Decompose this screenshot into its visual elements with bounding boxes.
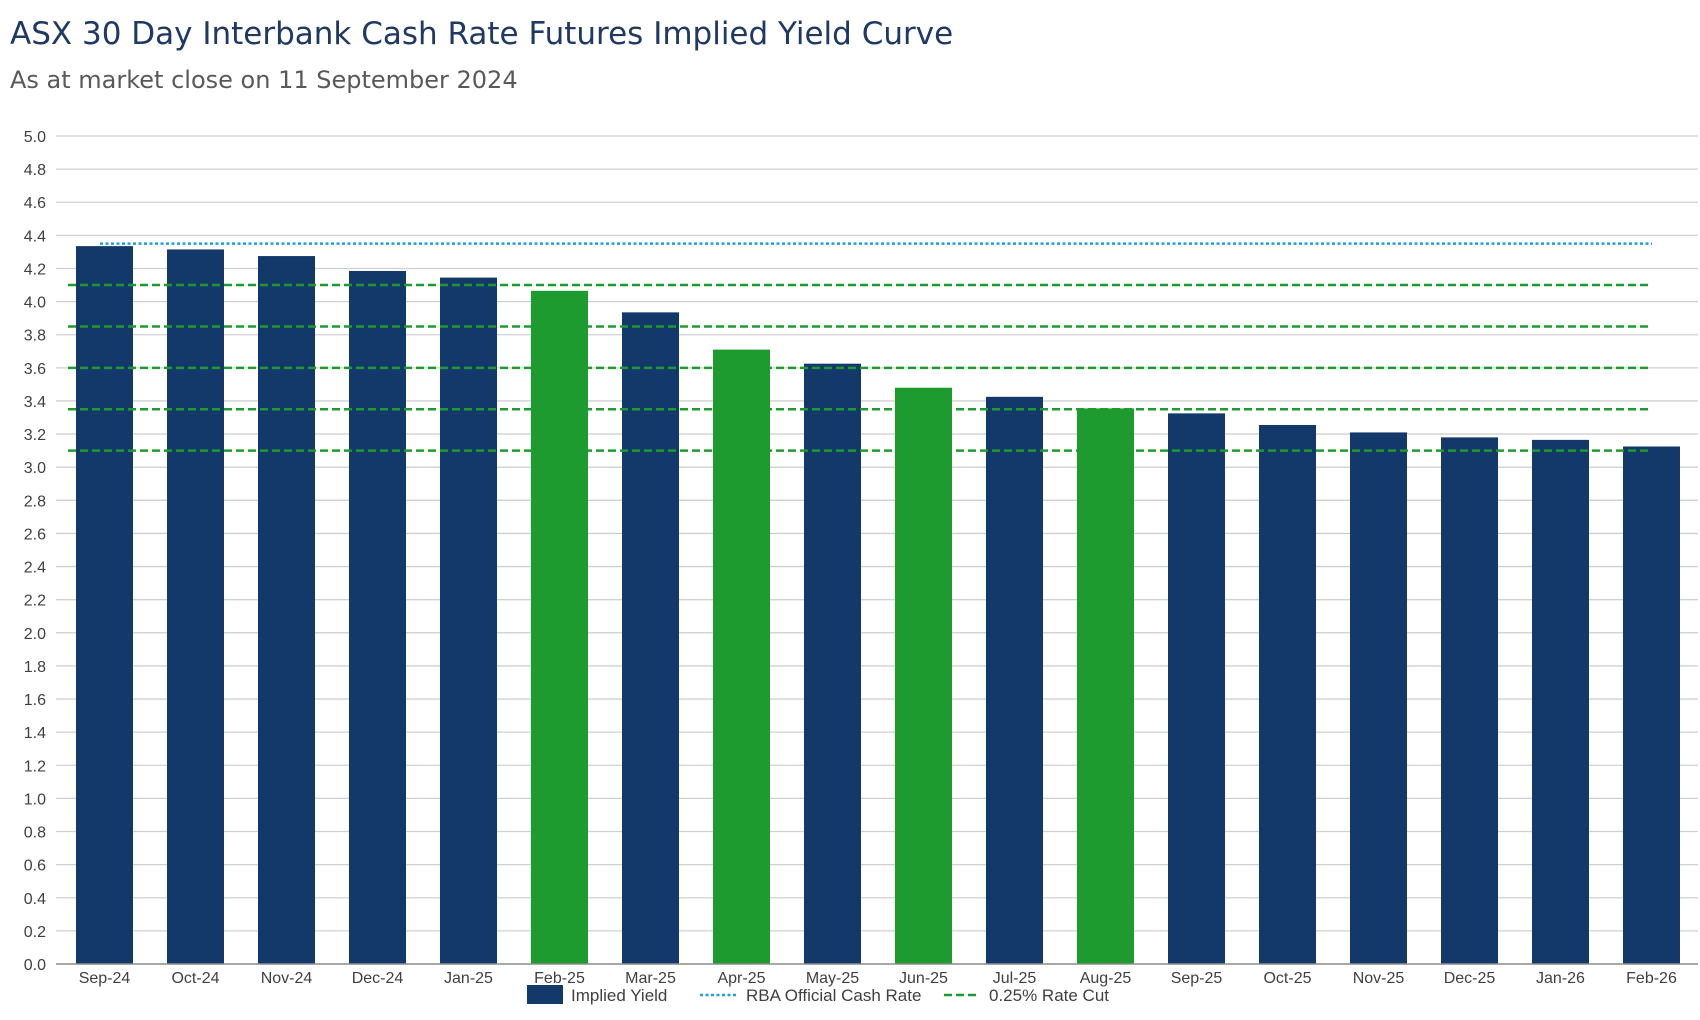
y-tick-label: 0.0 (24, 957, 46, 974)
y-tick-label: 4.4 (24, 228, 46, 245)
y-tick-label: 3.2 (24, 427, 46, 444)
x-tick-label: Sep-25 (1171, 970, 1223, 987)
x-tick-label: Oct-24 (171, 970, 219, 987)
bar-oct-24 (167, 249, 224, 964)
y-tick-label: 0.8 (24, 825, 46, 842)
x-tick-label: Apr-25 (717, 970, 765, 987)
bar-jan-25 (440, 277, 497, 964)
bar-oct-25 (1259, 424, 1316, 964)
bar-jul-25 (986, 396, 1043, 964)
y-tick-label: 2.2 (24, 593, 46, 610)
x-tick-label: Jan-25 (444, 970, 493, 987)
y-tick-label: 3.8 (24, 328, 46, 345)
legend-label-rate-cut: 0.25% Rate Cut (989, 986, 1109, 1005)
x-tick-label: Dec-25 (1444, 970, 1496, 987)
bar-dec-25 (1441, 437, 1498, 965)
y-tick-label: 4.2 (24, 261, 46, 278)
y-tick-label: 2.6 (24, 526, 46, 543)
chart-title: ASX 30 Day Interbank Cash Rate Futures I… (10, 16, 954, 52)
x-axis-ticks: Sep-24 Oct-24 Nov-24 Dec-24 Jan-25 Feb-25 Mar-… (79, 970, 1677, 987)
legend-label-rba-cash-rate: RBA Official Cash Rate (746, 986, 921, 1005)
bar-dec-24 (349, 270, 406, 964)
x-tick-label: Nov-25 (1353, 970, 1405, 987)
bar-may-25 (804, 363, 861, 964)
y-tick-label: 1.4 (24, 725, 46, 742)
legend-label-implied-yield: Implied Yield (571, 986, 667, 1005)
x-tick-label: Feb-25 (534, 970, 585, 987)
y-tick-label: 1.2 (24, 758, 46, 775)
bar-apr-25 (713, 349, 770, 964)
x-tick-label: May-25 (806, 970, 859, 987)
bar-jun-25 (895, 387, 952, 964)
bar-nov-25 (1350, 432, 1407, 964)
x-tick-label: Feb-26 (1626, 970, 1677, 987)
x-tick-label: Jul-25 (993, 970, 1037, 987)
x-tick-label: Aug-25 (1080, 970, 1132, 987)
x-tick-label: Jun-25 (899, 970, 948, 987)
y-tick-label: 3.4 (24, 394, 46, 411)
y-axis-ticks: 0.0 0.2 0.4 0.6 0.8 1.0 1.2 1.4 1.6 1.8 2.0 2.2 2.4 2… (24, 129, 46, 974)
legend-swatch-implied-yield (527, 985, 563, 1004)
bar-sep-24 (76, 246, 133, 964)
y-tick-label: 4.6 (24, 195, 46, 212)
y-tick-label: 1.0 (24, 791, 46, 808)
y-tick-label: 1.8 (24, 659, 46, 676)
bar-feb-25 (531, 290, 588, 964)
x-tick-label: Nov-24 (261, 970, 313, 987)
y-tick-label: 4.0 (24, 295, 46, 312)
y-tick-label: 4.8 (24, 162, 46, 179)
y-tick-label: 3.0 (24, 460, 46, 477)
bar-jan-26 (1532, 439, 1589, 965)
y-tick-label: 0.6 (24, 858, 46, 875)
x-tick-label: Oct-25 (1263, 970, 1311, 987)
bar-aug-25 (1077, 408, 1134, 964)
x-tick-label: Sep-24 (79, 970, 131, 987)
y-tick-label: 5.0 (24, 129, 46, 146)
y-tick-label: 3.6 (24, 361, 46, 378)
y-tick-label: 2.8 (24, 493, 46, 510)
chart-subtitle: As at market close on 11 September 2024 (10, 66, 518, 94)
bar-mar-25 (622, 312, 679, 964)
gridlines (56, 135, 1698, 932)
bars (76, 246, 1680, 965)
legend: Implied Yield RBA Official Cash Rate 0.2… (527, 985, 1109, 1005)
y-tick-label: 0.2 (24, 924, 46, 941)
bar-nov-24 (258, 256, 315, 964)
bar-sep-25 (1168, 413, 1225, 964)
x-tick-label: Mar-25 (625, 970, 676, 987)
x-tick-label: Jan-26 (1536, 970, 1585, 987)
bar-feb-26 (1623, 446, 1680, 964)
x-tick-label: Dec-24 (352, 970, 404, 987)
y-tick-label: 1.6 (24, 692, 46, 709)
y-tick-label: 2.0 (24, 626, 46, 643)
reference-lines (68, 242, 1652, 452)
y-tick-label: 0.4 (24, 891, 46, 908)
y-tick-label: 2.4 (24, 560, 46, 577)
